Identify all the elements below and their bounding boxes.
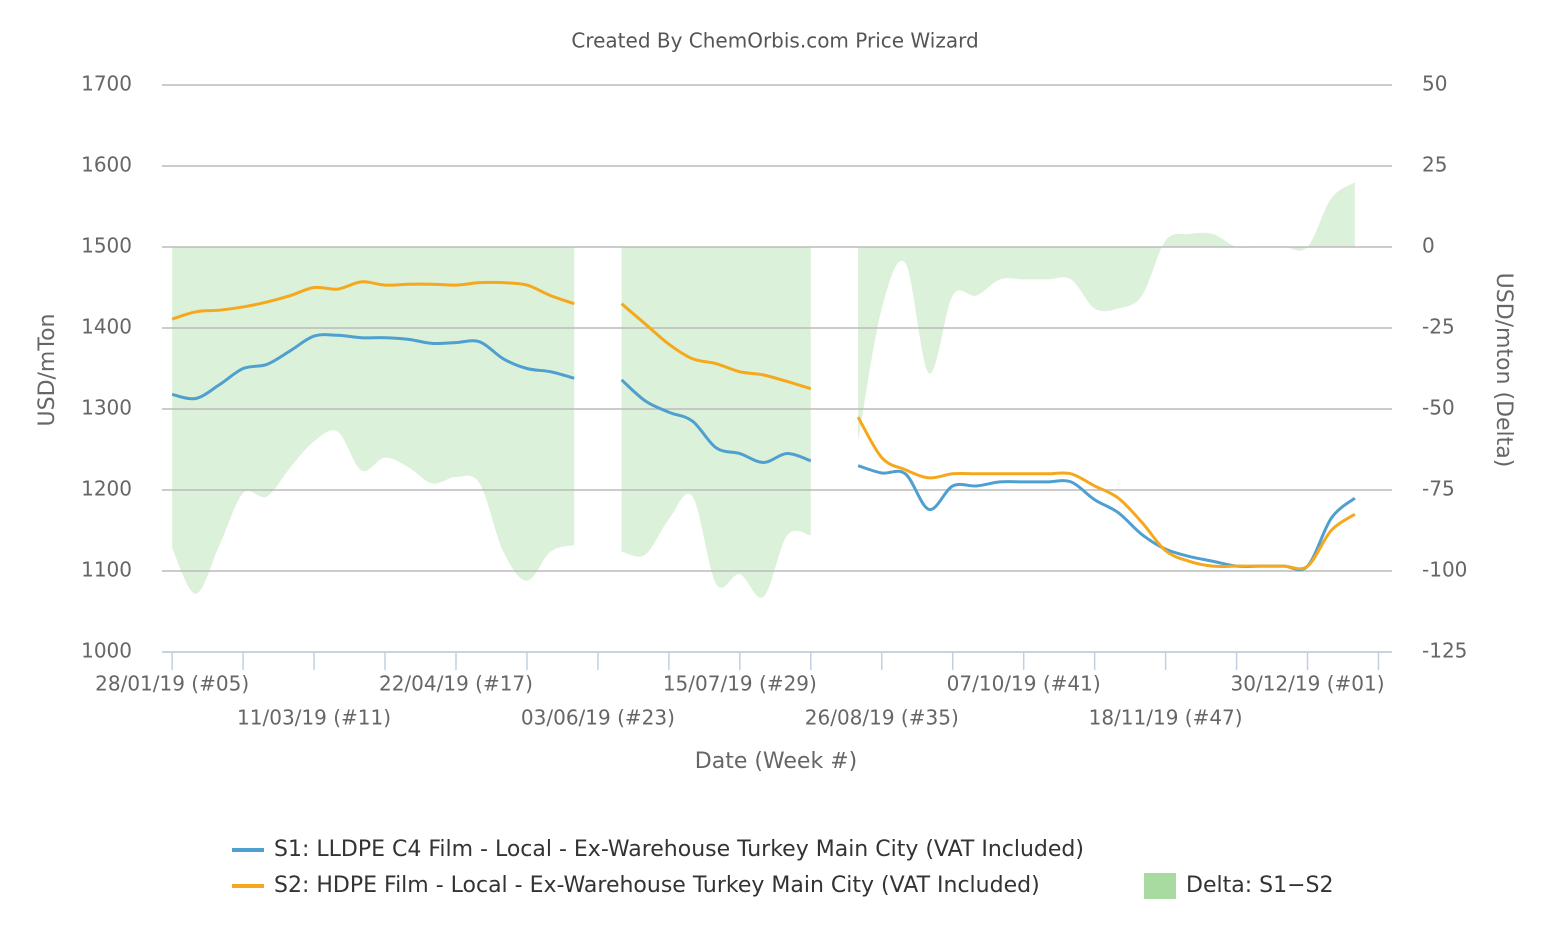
series-line xyxy=(856,416,1356,571)
y2-tick-label: -25 xyxy=(1422,315,1455,339)
x-tick-label: 30/12/19 (#01) xyxy=(1231,672,1385,696)
x-tick-label: 03/06/19 (#23) xyxy=(521,706,675,730)
y-tick-label: 1500 xyxy=(81,234,132,258)
y2-tick-label: -75 xyxy=(1422,477,1455,501)
x-tick-label: 18/11/19 (#47) xyxy=(1089,706,1243,730)
y-tick-label: 1400 xyxy=(81,315,132,339)
x-tick-label: 28/01/19 (#05) xyxy=(95,672,249,696)
delta-area xyxy=(621,247,811,598)
delta-area xyxy=(172,247,575,594)
x-axis-title: Date (Week #) xyxy=(695,749,857,774)
y-tick-label: 1100 xyxy=(81,558,132,582)
x-tick-label: 07/10/19 (#41) xyxy=(947,672,1101,696)
x-tick-label: 15/07/19 (#29) xyxy=(663,672,817,696)
y2-tick-label: 50 xyxy=(1422,72,1447,96)
y2-tick-label: -125 xyxy=(1422,639,1467,663)
x-tick-label: 11/03/19 (#11) xyxy=(237,706,391,730)
legend-label: S1: LLDPE C4 Film - Local - Ex-Warehouse… xyxy=(274,837,1084,862)
series-line xyxy=(620,302,812,391)
y-axis-title: USD/mTon xyxy=(35,314,60,427)
series-line xyxy=(620,378,812,464)
y-tick-label: 1600 xyxy=(81,153,132,177)
y2-tick-label: 0 xyxy=(1422,234,1435,258)
series-line xyxy=(857,464,1356,572)
y-tick-label: 1300 xyxy=(81,396,132,420)
x-tick-label: 26/08/19 (#35) xyxy=(805,706,959,730)
legend-label: S2: HDPE Film - Local - Ex-Warehouse Tur… xyxy=(274,873,1040,898)
series-line xyxy=(171,333,575,401)
x-tick-label: 22/04/19 (#17) xyxy=(379,672,533,696)
delta-area xyxy=(858,182,1355,442)
series-line xyxy=(171,280,575,321)
y2-tick-label: 25 xyxy=(1422,153,1447,177)
legend-label: Delta: S1−S2 xyxy=(1186,873,1333,898)
y2-axis-title: USD/mton (Delta) xyxy=(1491,273,1516,468)
chart-title: Created By ChemOrbis.com Price Wizard xyxy=(571,29,978,53)
area-layer xyxy=(172,182,1355,598)
legend-swatch xyxy=(1144,873,1176,899)
y2-tick-label: -100 xyxy=(1422,558,1467,582)
y-tick-label: 1000 xyxy=(81,639,132,663)
y-tick-label: 1200 xyxy=(81,477,132,501)
y-tick-label: 1700 xyxy=(81,72,132,96)
y2-tick-label: -50 xyxy=(1422,396,1455,420)
